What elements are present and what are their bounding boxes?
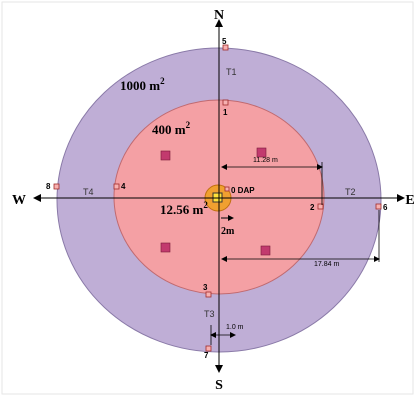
sample-square-sw (160, 242, 171, 253)
transect-t1-label: T1 (226, 67, 237, 77)
post-2-label: 2 (310, 203, 315, 212)
transect-t3-label: T3 (204, 309, 215, 319)
post-8 (53, 183, 60, 190)
post-5-label: 5 (222, 37, 227, 46)
transect-t4-label: T4 (83, 187, 94, 197)
post-3 (205, 291, 212, 298)
post-8-label: 8 (46, 182, 51, 191)
spacing-label: 1.0 m (226, 324, 244, 331)
middle-radius-label: 11.28 m (253, 157, 278, 164)
middle-area-label: 400 m2 (152, 120, 191, 137)
south-label: S (215, 378, 223, 393)
post-4-label: 4 (121, 182, 126, 191)
post-7 (205, 345, 212, 352)
outer-radius-label: 17.84 m (314, 261, 339, 268)
sample-square-nw (160, 150, 171, 161)
west-label: W (12, 193, 26, 208)
post-3-label: 3 (203, 283, 208, 292)
east-label: E (405, 193, 414, 208)
center-area-label: 12.56 m2 (160, 200, 208, 217)
outer-area-label: 1000 m2 (120, 76, 165, 93)
post-2 (317, 203, 324, 210)
post-0 (224, 186, 230, 192)
post-5 (222, 44, 229, 51)
dap-point-label: 0 DAP (231, 186, 255, 195)
post-6-label: 6 (383, 203, 388, 212)
post-4 (113, 183, 120, 190)
sample-square-se (260, 245, 271, 256)
post-6 (375, 203, 382, 210)
transect-t2-label: T2 (345, 187, 356, 197)
sample-square-ne (256, 147, 267, 158)
post-1-label: 1 (223, 108, 228, 117)
north-label: N (214, 8, 224, 23)
post-7-label: 7 (204, 351, 209, 360)
center-radius-label: 2m (221, 226, 235, 237)
post-1 (222, 99, 229, 106)
